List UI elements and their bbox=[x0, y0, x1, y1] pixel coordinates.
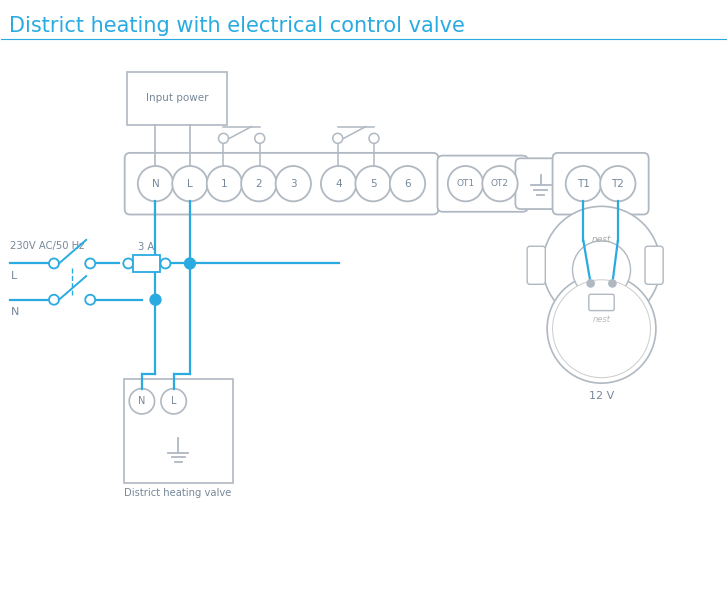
Text: 230V AC/50 Hz: 230V AC/50 Hz bbox=[10, 241, 84, 251]
Text: 2: 2 bbox=[256, 179, 262, 189]
Text: 1: 1 bbox=[221, 179, 228, 189]
FancyBboxPatch shape bbox=[589, 294, 614, 311]
Circle shape bbox=[276, 166, 311, 201]
Text: Input power: Input power bbox=[146, 93, 208, 103]
Circle shape bbox=[355, 166, 391, 201]
Circle shape bbox=[609, 280, 616, 287]
Text: 3: 3 bbox=[290, 179, 296, 189]
Circle shape bbox=[123, 258, 133, 268]
Text: T1: T1 bbox=[577, 179, 590, 189]
Text: 12 V: 12 V bbox=[589, 391, 614, 402]
Circle shape bbox=[184, 258, 195, 269]
Circle shape bbox=[161, 388, 186, 414]
Text: 6: 6 bbox=[404, 179, 411, 189]
Circle shape bbox=[333, 134, 343, 143]
Text: OT1: OT1 bbox=[456, 179, 475, 188]
Circle shape bbox=[85, 295, 95, 305]
Text: L: L bbox=[171, 396, 176, 406]
Text: N: N bbox=[151, 179, 159, 189]
Circle shape bbox=[566, 166, 601, 201]
Circle shape bbox=[85, 258, 95, 268]
FancyBboxPatch shape bbox=[438, 156, 528, 212]
Circle shape bbox=[572, 241, 630, 299]
FancyBboxPatch shape bbox=[124, 378, 232, 483]
Circle shape bbox=[173, 166, 207, 201]
Circle shape bbox=[547, 274, 656, 383]
Text: 4: 4 bbox=[336, 179, 342, 189]
FancyBboxPatch shape bbox=[124, 153, 438, 214]
Circle shape bbox=[483, 166, 518, 201]
Circle shape bbox=[600, 166, 636, 201]
Text: N: N bbox=[138, 396, 146, 406]
Text: District heating with electrical control valve: District heating with electrical control… bbox=[9, 16, 464, 36]
Circle shape bbox=[241, 166, 277, 201]
FancyBboxPatch shape bbox=[645, 247, 663, 285]
Circle shape bbox=[389, 166, 425, 201]
Circle shape bbox=[49, 258, 59, 268]
Text: L: L bbox=[187, 179, 193, 189]
Circle shape bbox=[129, 388, 154, 414]
Text: 5: 5 bbox=[370, 179, 376, 189]
Circle shape bbox=[255, 134, 265, 143]
Circle shape bbox=[49, 295, 59, 305]
Text: nest: nest bbox=[592, 235, 612, 244]
Text: 3 A: 3 A bbox=[138, 242, 154, 252]
Circle shape bbox=[321, 166, 356, 201]
Circle shape bbox=[542, 206, 660, 324]
Text: nest: nest bbox=[593, 315, 611, 324]
FancyBboxPatch shape bbox=[132, 255, 160, 271]
Text: N: N bbox=[10, 307, 19, 317]
Text: District heating valve: District heating valve bbox=[124, 488, 232, 498]
FancyBboxPatch shape bbox=[553, 153, 649, 214]
Circle shape bbox=[369, 134, 379, 143]
Circle shape bbox=[138, 166, 173, 201]
FancyBboxPatch shape bbox=[127, 72, 227, 125]
FancyBboxPatch shape bbox=[515, 159, 566, 209]
Text: T2: T2 bbox=[612, 179, 625, 189]
Circle shape bbox=[553, 280, 650, 378]
Circle shape bbox=[207, 166, 242, 201]
Text: L: L bbox=[10, 271, 17, 281]
Circle shape bbox=[150, 294, 161, 305]
Circle shape bbox=[218, 134, 229, 143]
Circle shape bbox=[160, 258, 170, 268]
Text: OT2: OT2 bbox=[491, 179, 509, 188]
FancyBboxPatch shape bbox=[527, 247, 545, 285]
Circle shape bbox=[448, 166, 483, 201]
Circle shape bbox=[587, 280, 594, 287]
